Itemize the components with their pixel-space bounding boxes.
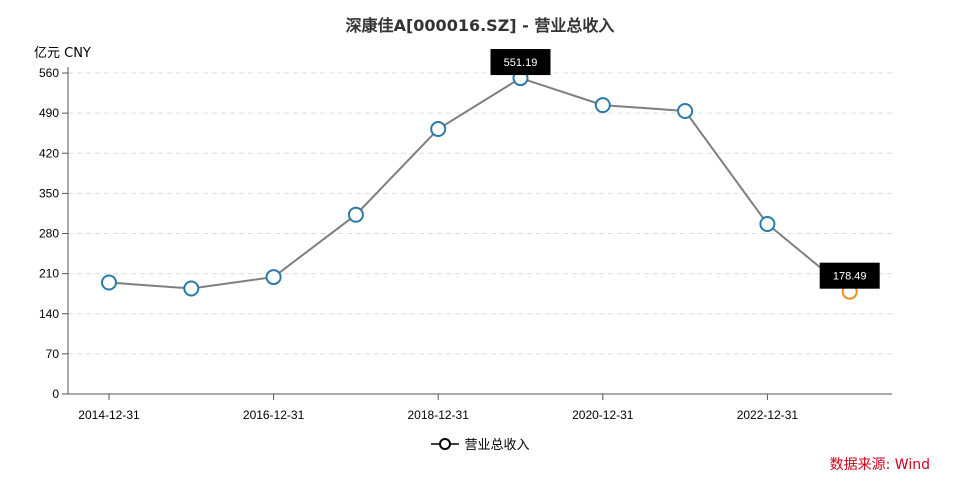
x-tick-label: 2018-12-31 [408,408,470,422]
data-point-marker[interactable] [430,121,447,138]
data-point-marker[interactable] [183,280,200,297]
data-point-marker[interactable] [265,269,282,286]
x-tick-label: 2014-12-31 [78,408,140,422]
y-tick-label: 490 [39,106,59,120]
axes: 0 70 140 210 280 350 420 490 560 2014-12-31 2016-1… [39,66,892,422]
y-tick-label: 0 [52,387,59,401]
x-tick-label: 2020-12-31 [572,408,634,422]
data-point-marker[interactable] [677,103,694,120]
x-tick-label: 2022-12-31 [737,408,799,422]
y-tick-label: 210 [39,267,59,281]
tooltip-value: 178.49 [833,271,867,283]
data-point-marker[interactable] [759,215,776,232]
legend[interactable]: 营业总收入 [0,434,960,453]
gridlines [68,72,892,355]
y-tick-label: 70 [46,347,60,361]
tooltip-box [490,49,551,76]
data-point-marker[interactable] [594,97,611,114]
tooltip-value: 551.19 [504,57,538,69]
legend-label: 营业总收入 [464,438,530,453]
legend-line-circle-icon [431,437,460,450]
y-tick-label: 560 [39,66,59,80]
series-revenue [101,70,858,300]
x-tick-label: 2016-12-31 [243,408,305,422]
y-axis-unit-label: 亿元 CNY [34,46,91,61]
data-point-marker[interactable] [347,206,364,223]
y-tick-label: 350 [39,186,59,200]
data-source-note: 数据来源: Wind [829,457,930,473]
y-tick-label: 420 [39,146,59,160]
y-tick-label: 140 [39,307,59,321]
data-point-marker[interactable] [101,274,117,291]
chart-title: 深康佳A[000016.SZ] - 营业总收入 [345,16,615,35]
tooltips: 551.19 178.49 [490,49,880,289]
y-tick-label: 280 [39,227,59,241]
tooltip-box [819,262,880,289]
